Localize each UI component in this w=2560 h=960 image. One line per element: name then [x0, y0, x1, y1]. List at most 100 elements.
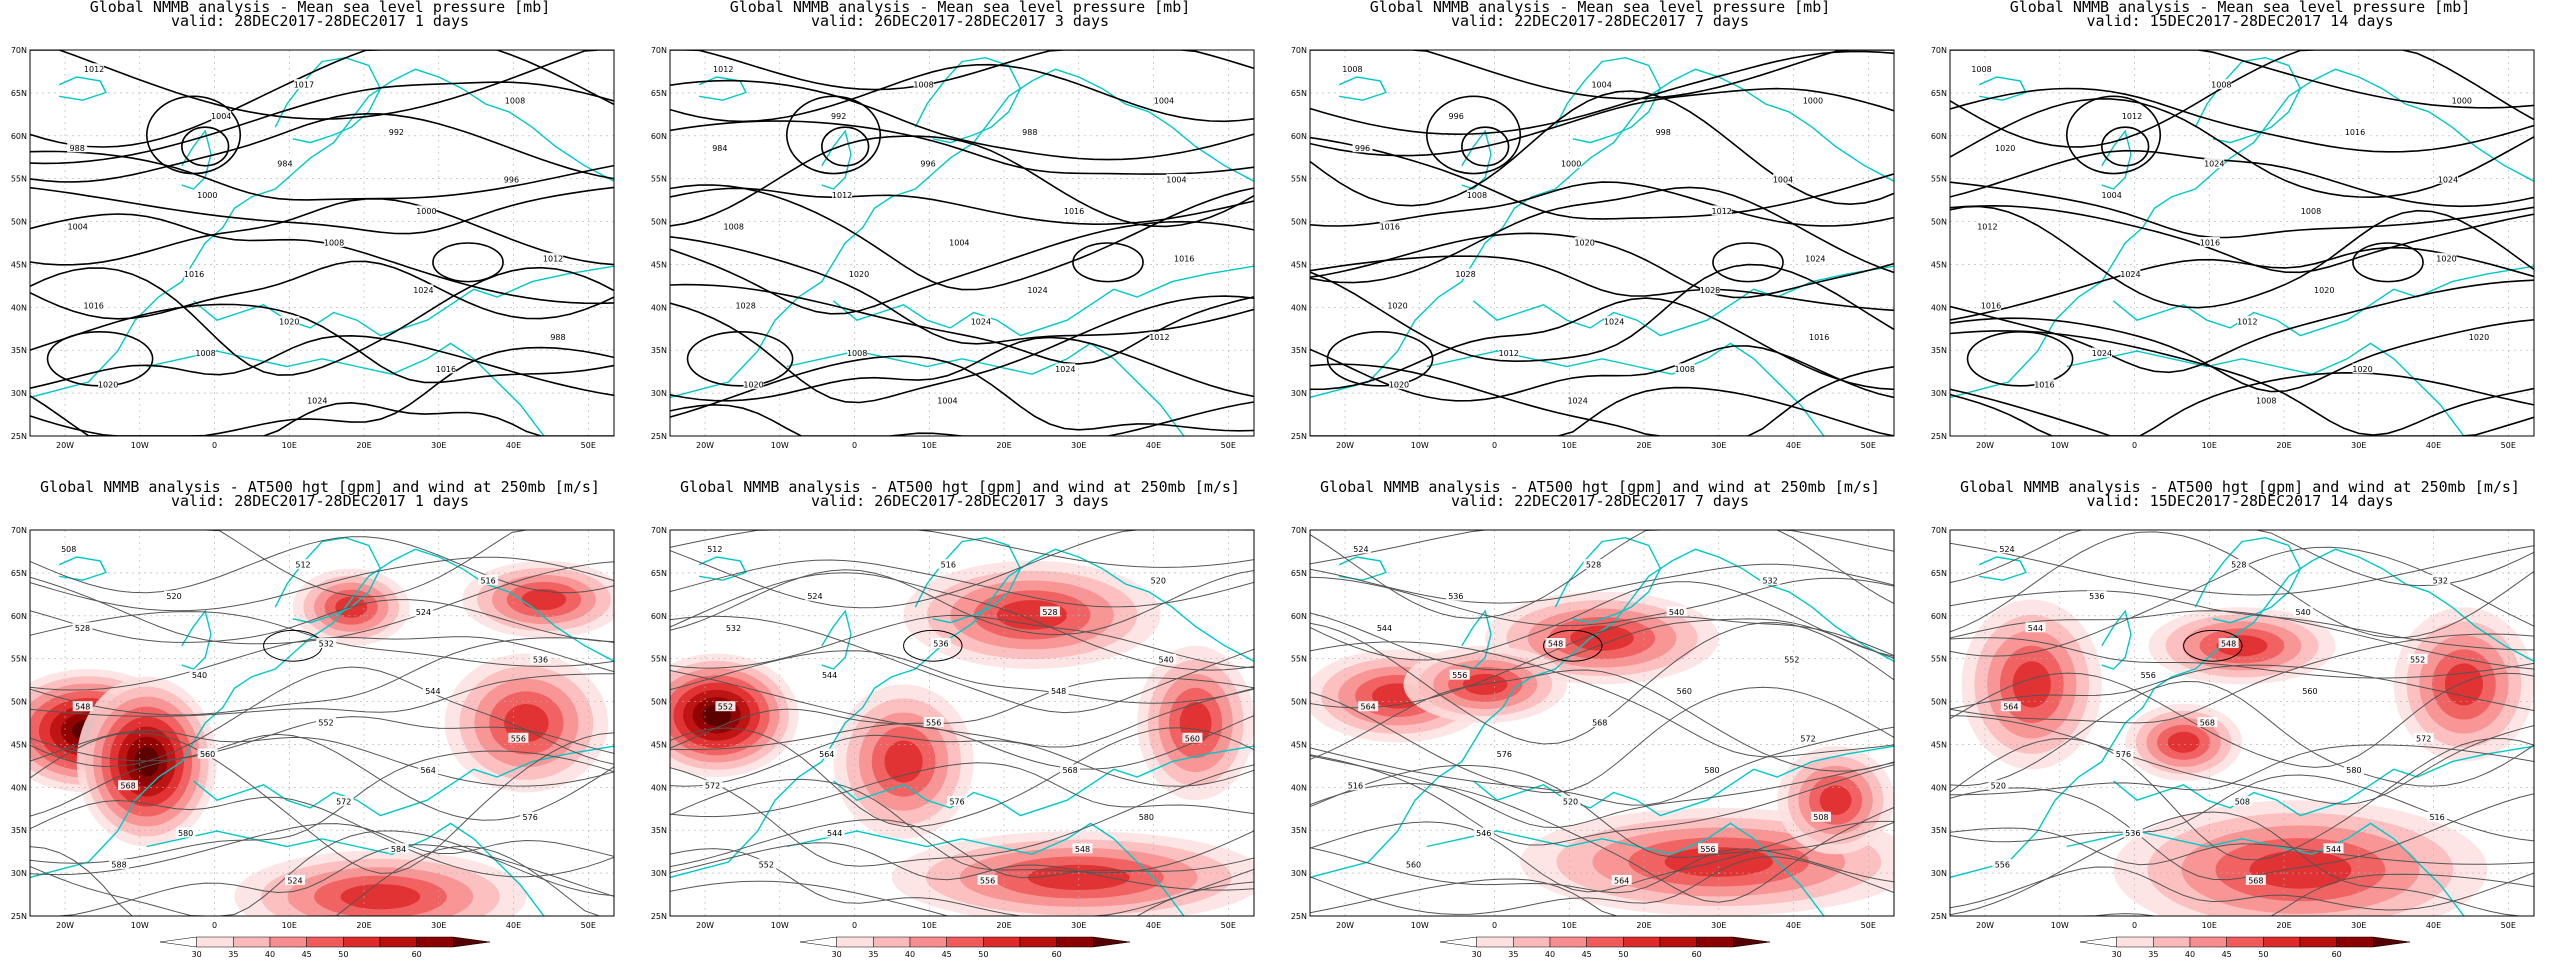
contour-label: 548	[1051, 687, 1066, 696]
isoline	[30, 750, 614, 864]
colorbar-label: 40	[265, 950, 275, 959]
longitude-tick-label: 20W	[56, 921, 74, 930]
isoline	[30, 197, 614, 266]
contour-label: 556	[1452, 671, 1467, 680]
isoline	[1950, 672, 2534, 768]
contour-label: 1000	[1803, 96, 1823, 105]
coastline	[698, 76, 747, 101]
contour-label: 1004	[1591, 81, 1611, 90]
isoline	[1310, 363, 1894, 436]
coastline	[181, 129, 212, 190]
contour-label: 1020	[849, 270, 869, 279]
isoline	[1310, 50, 1894, 136]
colorbar-swatch	[2116, 936, 2154, 948]
contour-label: 564	[421, 766, 436, 775]
contour-label: 556	[926, 719, 941, 728]
contour-label: 564	[1361, 703, 1376, 712]
closed-isoline	[1461, 126, 1510, 167]
panel-valid-period: valid: 28DEC2017-28DEC2017 1 days	[170, 12, 469, 30]
longitude-tick-label: 30E	[2351, 441, 2366, 450]
longitude-tick-label: 30E	[2351, 921, 2366, 930]
longitude-tick-label: 20W	[1976, 921, 1994, 930]
isoline	[30, 830, 614, 916]
isoline	[30, 556, 614, 612]
coastline	[833, 265, 1254, 337]
isoline	[670, 355, 1254, 432]
contour-label: 992	[831, 112, 846, 121]
contour-label: 560	[1677, 687, 1692, 696]
contour-label: 508	[61, 545, 76, 554]
closed-isoline	[686, 330, 794, 387]
isoline	[1950, 50, 2534, 109]
latitude-tick-label: 45N	[1291, 260, 1307, 269]
latitude-tick-label: 30N	[1291, 389, 1307, 398]
coastline	[181, 609, 212, 670]
longitude-tick-label: 20E	[2276, 441, 2291, 450]
isoline	[1950, 204, 2534, 274]
coastline	[1554, 536, 1662, 624]
isoline	[670, 559, 1254, 608]
wind-height-panel-4: Global NMMB analysis - AT500 hgt [gpm] a…	[1920, 480, 2560, 960]
contour-label: 1008	[724, 223, 744, 232]
longitude-tick-label: 20E	[356, 441, 371, 450]
latitude-tick-label: 35N	[651, 826, 667, 835]
longitude-tick-label: 40E	[1786, 921, 1801, 930]
isoline	[670, 778, 1254, 874]
map-frame	[669, 49, 1255, 437]
latitude-tick-label: 65N	[1931, 89, 1947, 98]
contour-label: 1008	[505, 96, 525, 105]
longitude-tick-label: 0	[212, 921, 217, 930]
latitude-tick-label: 45N	[651, 740, 667, 749]
isoline	[1310, 90, 1894, 207]
wind-speed-colorbar: 30 35 40 45 50 60	[799, 936, 1131, 959]
contour-label: 560	[1185, 734, 1200, 743]
latitude-tick-label: 40N	[1931, 303, 1947, 312]
longitude-tick-label: 50E	[2501, 441, 2516, 450]
contour-label: 568	[1592, 719, 1607, 728]
contour-label: 988	[1022, 128, 1037, 137]
isoline	[1310, 782, 1894, 903]
longitude-tick-label: 20W	[56, 441, 74, 450]
contour-label: 1016	[184, 270, 204, 279]
isoline	[670, 572, 1254, 671]
contour-label: 1000	[197, 191, 217, 200]
isoline	[30, 186, 614, 235]
latitude-tick-label: 70N	[1931, 46, 1947, 55]
latitude-tick-label: 60N	[11, 612, 27, 621]
coastline	[821, 129, 852, 190]
contour-label: 552	[718, 703, 733, 712]
isoline	[30, 732, 614, 874]
contour-label: 568	[1062, 766, 1077, 775]
longitude-tick-label: 30E	[431, 441, 446, 450]
isoline	[670, 650, 1254, 704]
contour-label: 1024	[1027, 286, 1047, 295]
contour-label: 520	[1151, 576, 1166, 585]
contour-label: 540	[2295, 608, 2310, 617]
contour-label: 552	[1784, 655, 1799, 664]
latitude-tick-label: 65N	[11, 569, 27, 578]
contour-label: 1004	[2102, 191, 2122, 200]
contour-label: 1000	[2452, 96, 2472, 105]
isoline	[1310, 820, 1894, 893]
longitude-tick-label: 50E	[581, 441, 596, 450]
longitude-tick-label: 0	[2132, 921, 2137, 930]
latitude-tick-label: 55N	[651, 175, 667, 184]
contour-label: 1008	[324, 239, 344, 248]
latitude-tick-label: 40N	[1931, 783, 1947, 792]
isoline	[1950, 317, 2534, 393]
isoline	[1310, 263, 1894, 363]
panel-title: Global NMMB analysis - AT500 hgt [gpm] a…	[40, 478, 600, 496]
coastline	[1461, 129, 1492, 190]
latitude-tick-label: 50N	[1931, 218, 1947, 227]
isoline	[1310, 136, 1894, 220]
coastline	[30, 68, 614, 399]
colorbar-swatch	[909, 936, 947, 948]
isoline	[670, 530, 1254, 609]
contour-label: 1004	[211, 112, 231, 121]
coastline	[1426, 822, 1825, 916]
panel-title: Global NMMB analysis - AT500 hgt [gpm] a…	[1960, 478, 2520, 496]
isoline	[1310, 878, 1894, 916]
colorbar-swatch	[2263, 936, 2301, 948]
isoline	[670, 50, 1254, 91]
isoline	[30, 150, 614, 201]
